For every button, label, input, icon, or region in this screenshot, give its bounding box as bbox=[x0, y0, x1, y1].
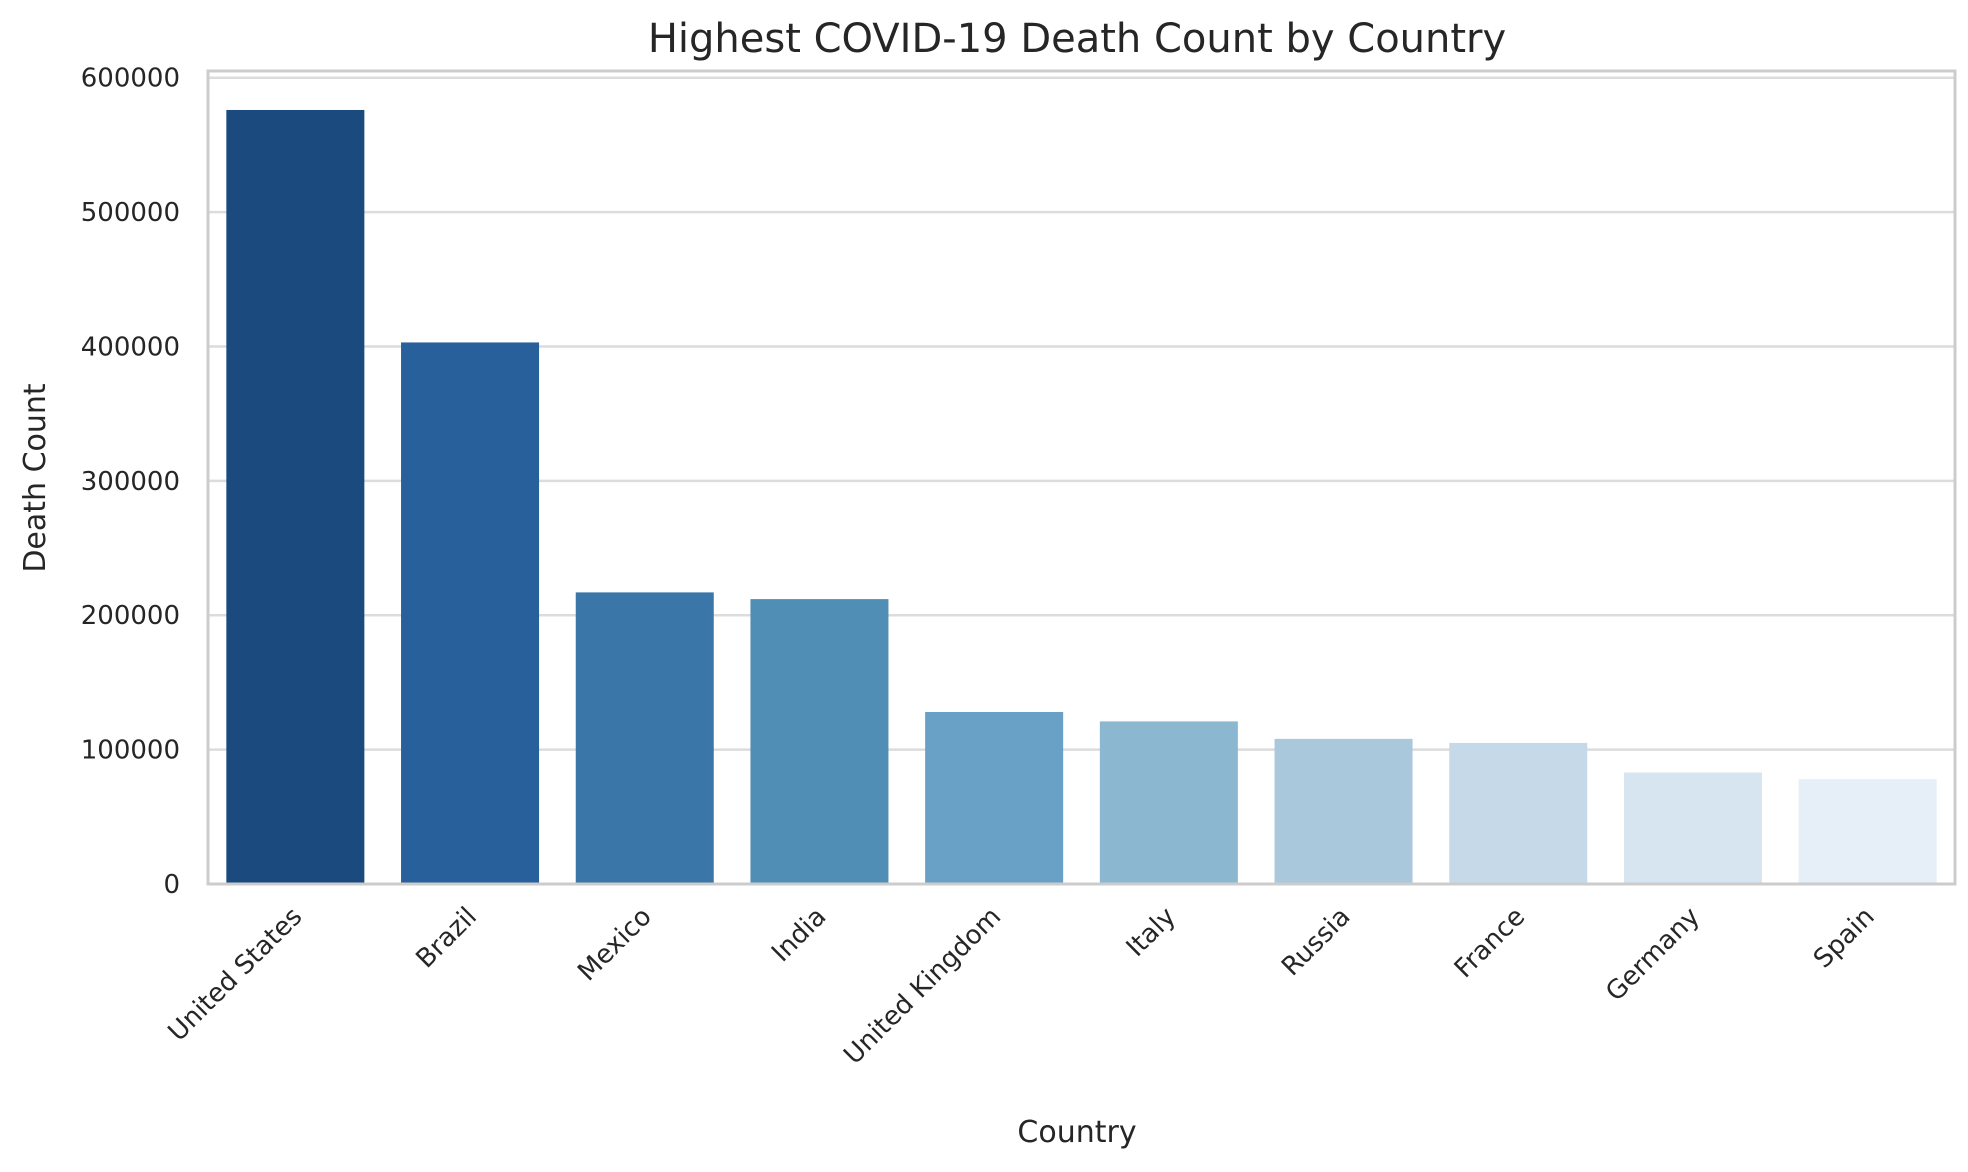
y-tick-label: 200000 bbox=[81, 601, 180, 631]
bar-russia bbox=[1274, 738, 1413, 884]
bar-germany bbox=[1623, 772, 1762, 884]
bars bbox=[226, 109, 1937, 885]
y-tick-label: 500000 bbox=[81, 198, 180, 228]
x-tick-label: India bbox=[766, 902, 832, 968]
x-tick-label: France bbox=[1449, 902, 1531, 984]
y-tick-labels: 0 100000 200000 300000 400000 500000 600000 bbox=[81, 64, 180, 900]
y-tick-label: 600000 bbox=[81, 64, 180, 94]
y-tick-label: 0 bbox=[163, 870, 180, 900]
x-tick-label: United Kingdom bbox=[838, 902, 1007, 1071]
bar-spain bbox=[1798, 779, 1937, 884]
y-tick-label: 300000 bbox=[81, 467, 180, 497]
chart-title: Highest COVID-19 Death Count by Country bbox=[648, 16, 1506, 62]
bar-united-states bbox=[226, 109, 365, 885]
x-tick-label: United States bbox=[163, 902, 309, 1048]
x-axis-label: Country bbox=[1017, 1115, 1136, 1150]
x-tick-label: Spain bbox=[1808, 902, 1881, 975]
x-tick-labels: United States Brazil Mexico India United Kin… bbox=[163, 902, 1881, 1071]
bar-brazil bbox=[401, 342, 540, 884]
x-tick-label: Italy bbox=[1121, 902, 1182, 963]
x-tick-label: Brazil bbox=[410, 902, 483, 975]
y-axis-label: Death Count bbox=[18, 383, 53, 573]
y-tick-label: 100000 bbox=[81, 736, 180, 766]
x-tick-label: Russia bbox=[1276, 902, 1356, 982]
bar-mexico bbox=[575, 592, 714, 884]
x-tick-label: Mexico bbox=[572, 902, 657, 987]
bar-france bbox=[1449, 742, 1588, 884]
bar-united-kingdom bbox=[925, 711, 1064, 884]
x-tick-label: Germany bbox=[1600, 902, 1706, 1008]
y-tick-label: 400000 bbox=[81, 332, 180, 362]
bar-italy bbox=[1099, 721, 1238, 884]
bar-india bbox=[750, 599, 889, 884]
plot-frame bbox=[206, 69, 1957, 886]
